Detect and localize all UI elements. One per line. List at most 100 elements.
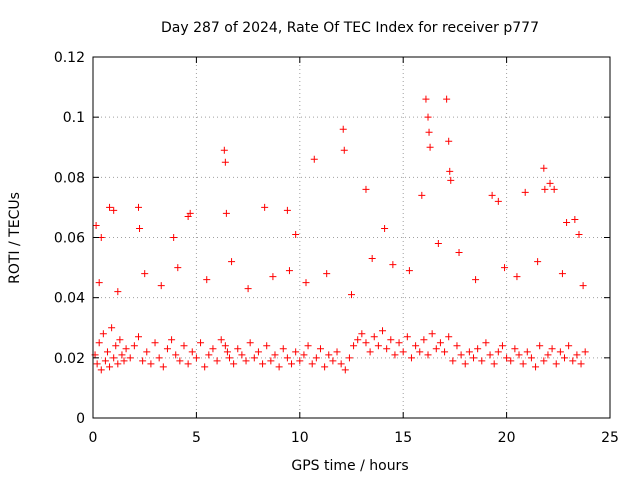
data-point bbox=[92, 221, 100, 229]
data-point bbox=[302, 279, 310, 287]
data-point bbox=[246, 339, 254, 347]
data-point bbox=[453, 342, 461, 350]
data-point bbox=[381, 224, 389, 232]
data-point bbox=[112, 342, 120, 350]
data-point bbox=[368, 255, 376, 263]
data-point bbox=[486, 351, 494, 359]
data-point bbox=[436, 339, 444, 347]
data-point bbox=[511, 345, 519, 353]
data-point bbox=[424, 113, 432, 121]
data-point bbox=[523, 348, 531, 356]
data-point bbox=[474, 345, 482, 353]
data-point bbox=[407, 354, 415, 362]
x-tick-label: 20 bbox=[498, 430, 516, 446]
data-point bbox=[416, 348, 424, 356]
data-point bbox=[575, 230, 583, 238]
data-point bbox=[348, 291, 355, 299]
data-point bbox=[118, 351, 126, 359]
data-point bbox=[157, 282, 165, 290]
data-point bbox=[143, 348, 151, 356]
data-point bbox=[139, 357, 147, 365]
data-point bbox=[337, 360, 345, 368]
data-point bbox=[561, 354, 569, 362]
data-point bbox=[134, 333, 142, 341]
data-point bbox=[581, 348, 589, 356]
data-point bbox=[308, 360, 316, 368]
data-point bbox=[521, 188, 529, 196]
data-point bbox=[563, 218, 571, 226]
data-point bbox=[558, 270, 566, 278]
data-point bbox=[93, 360, 101, 368]
data-point bbox=[134, 203, 142, 211]
data-point bbox=[550, 185, 558, 193]
data-point bbox=[548, 345, 556, 353]
data-point bbox=[217, 336, 225, 344]
data-point bbox=[389, 261, 397, 269]
data-point bbox=[354, 336, 362, 344]
data-point bbox=[340, 146, 348, 154]
data-point bbox=[172, 351, 180, 359]
x-tick-label: 15 bbox=[394, 430, 412, 446]
data-point bbox=[122, 345, 130, 353]
data-point bbox=[95, 339, 103, 347]
data-point bbox=[230, 360, 238, 368]
data-point bbox=[424, 351, 432, 359]
data-point bbox=[97, 366, 105, 374]
data-point bbox=[275, 363, 283, 371]
y-axis-label: ROTI / TECUs bbox=[7, 192, 23, 284]
data-point bbox=[465, 348, 473, 356]
data-point bbox=[110, 354, 118, 362]
data-point bbox=[267, 357, 275, 365]
data-point bbox=[573, 351, 581, 359]
data-point bbox=[203, 276, 211, 284]
data-point bbox=[254, 348, 262, 356]
data-point bbox=[490, 360, 498, 368]
data-point bbox=[168, 336, 176, 344]
data-point bbox=[569, 357, 577, 365]
data-point bbox=[163, 345, 171, 353]
data-point bbox=[151, 339, 159, 347]
data-point bbox=[482, 339, 490, 347]
data-point bbox=[221, 342, 229, 350]
data-point bbox=[571, 215, 579, 223]
x-tick-label: 10 bbox=[291, 430, 309, 446]
x-axis-label: GPS time / hours bbox=[291, 458, 408, 474]
data-point bbox=[101, 357, 109, 365]
data-point bbox=[527, 354, 535, 362]
data-point bbox=[312, 354, 320, 362]
data-point bbox=[374, 342, 382, 350]
y-tick-label: 0.1 bbox=[63, 110, 85, 126]
data-point bbox=[159, 363, 167, 371]
data-point bbox=[341, 366, 349, 374]
data-point bbox=[556, 348, 564, 356]
data-point bbox=[222, 209, 230, 217]
data-point bbox=[304, 342, 312, 350]
data-point bbox=[106, 363, 114, 371]
data-point bbox=[155, 354, 163, 362]
data-point bbox=[443, 95, 451, 103]
data-point bbox=[513, 273, 521, 281]
data-point bbox=[323, 270, 331, 278]
data-point bbox=[498, 342, 506, 350]
chart-title: Day 287 of 2024, Rate Of TEC Index for r… bbox=[161, 20, 539, 36]
data-point bbox=[292, 230, 300, 238]
y-tick-label: 0.12 bbox=[54, 50, 85, 66]
data-point bbox=[345, 354, 353, 362]
x-tick-label: 25 bbox=[601, 430, 619, 446]
data-point bbox=[106, 203, 114, 211]
data-point bbox=[244, 285, 252, 293]
data-point bbox=[472, 276, 480, 284]
data-point bbox=[540, 357, 548, 365]
data-point bbox=[515, 351, 523, 359]
data-point bbox=[446, 167, 454, 175]
data-point bbox=[470, 354, 478, 362]
data-point bbox=[350, 342, 358, 350]
data-point bbox=[186, 209, 194, 217]
data-point bbox=[197, 339, 205, 347]
data-point bbox=[445, 137, 453, 145]
data-point bbox=[261, 203, 269, 211]
data-point bbox=[507, 357, 515, 365]
axis-ticks: 0 0.02 0.04 0.06 0.08 0.1 0.12 0 5 10 15 20 25 bbox=[54, 50, 619, 446]
data-point bbox=[114, 360, 122, 368]
